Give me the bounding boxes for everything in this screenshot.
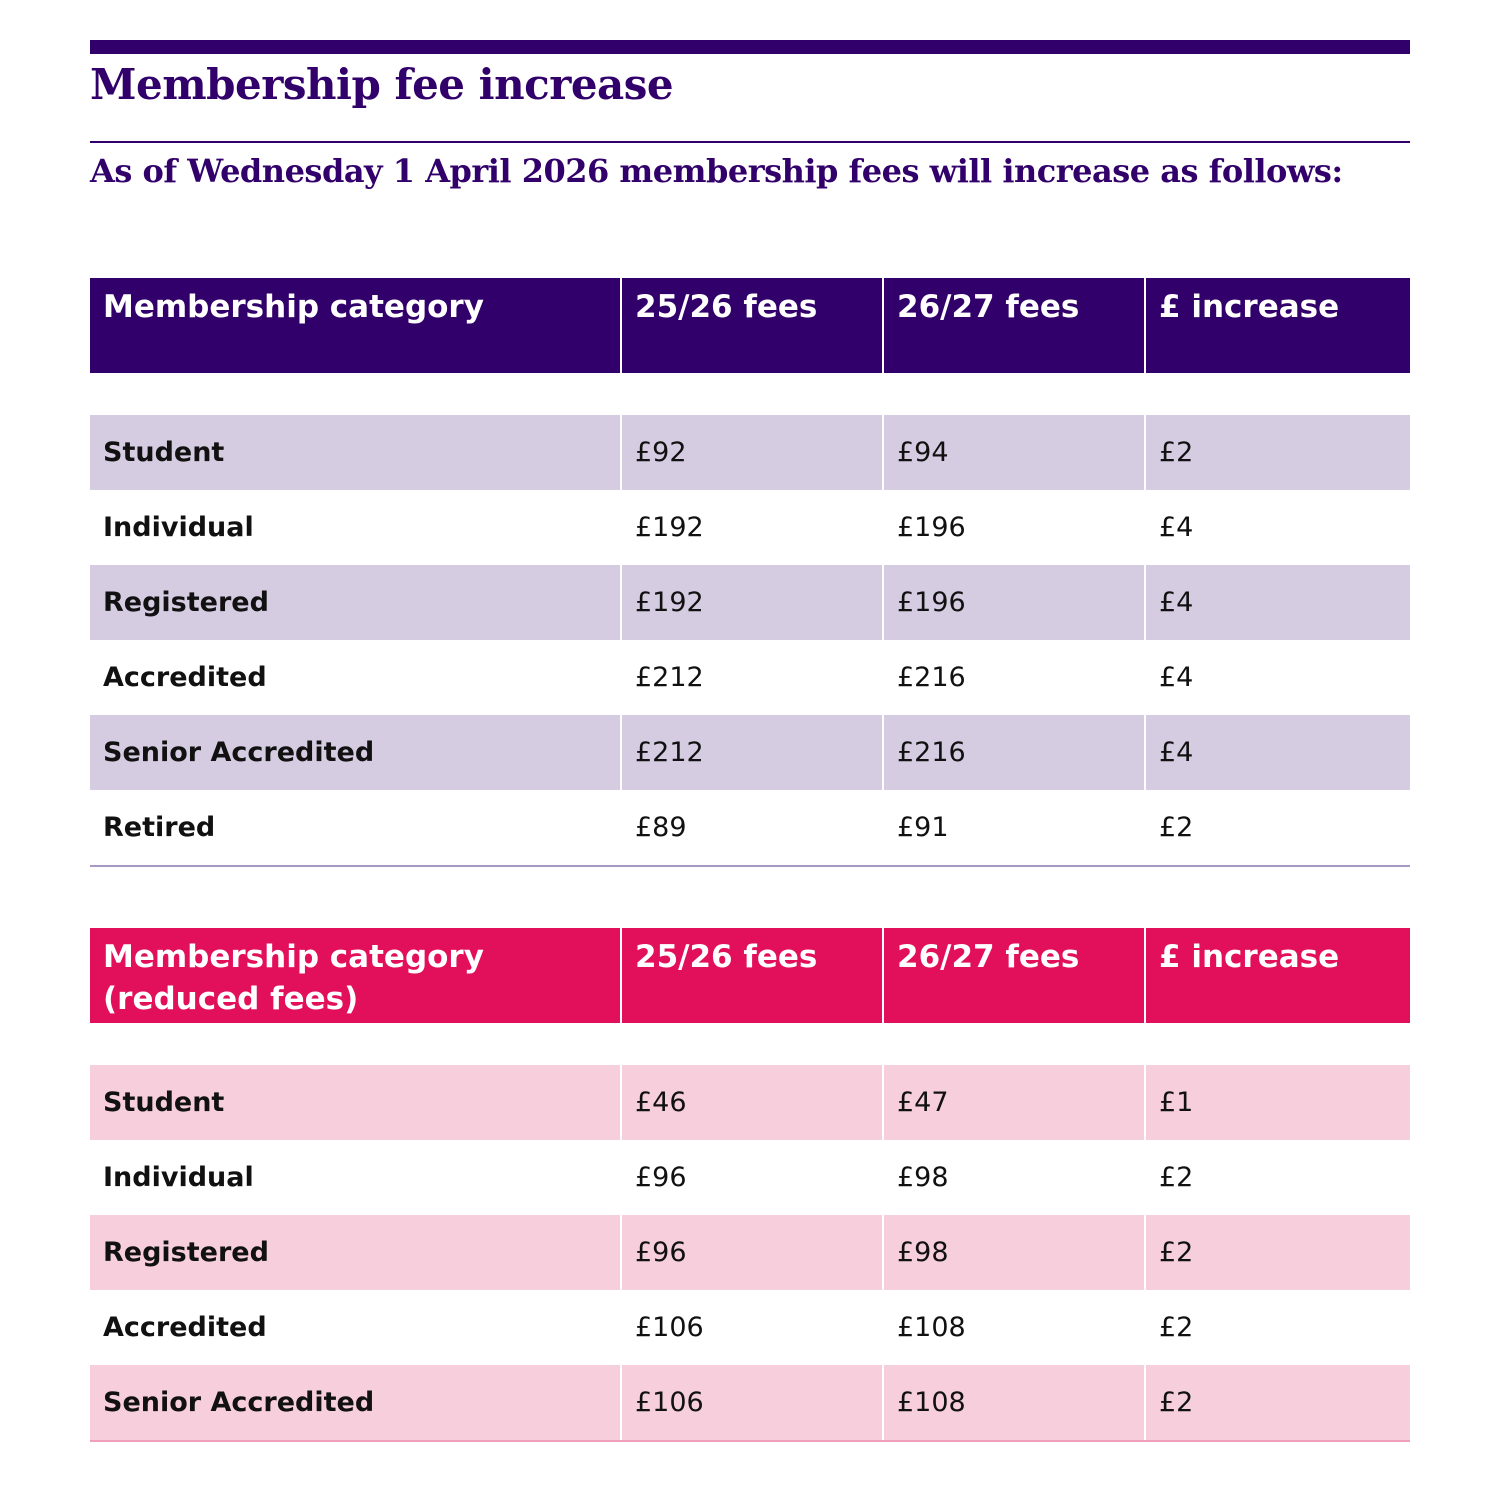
table-row: Retired £89 £91 £2 [90,790,1410,865]
top-accent-bar [90,40,1410,54]
cell-fees-2526: £212 [622,715,884,790]
cell-increase: £4 [1146,715,1410,790]
column-header-category: Membership category [90,278,622,373]
cell-category: Registered [90,1215,622,1290]
cell-fees-2526: £92 [622,415,884,490]
cell-category: Accredited [90,640,622,715]
cell-category: Individual [90,490,622,565]
cell-fees-2526: £96 [622,1215,884,1290]
cell-fees-2627: £108 [884,1365,1146,1440]
table-row: Registered £192 £196 £4 [90,565,1410,640]
cell-fees-2526: £96 [622,1140,884,1215]
cell-category: Senior Accredited [90,1365,622,1440]
column-header-increase: £ increase [1146,928,1410,1023]
table-bottom-rule [90,865,1410,867]
header-spacer [90,373,1410,415]
cell-fees-2627: £196 [884,490,1146,565]
cell-increase: £2 [1146,1215,1410,1290]
cell-increase: £2 [1146,790,1410,865]
table-row: Accredited £212 £216 £4 [90,640,1410,715]
cell-fees-2526: £192 [622,490,884,565]
table-row: Student £92 £94 £2 [90,415,1410,490]
cell-increase: £4 [1146,565,1410,640]
cell-category: Registered [90,565,622,640]
cell-fees-2627: £196 [884,565,1146,640]
standard-fees-table: Membership category 25/26 fees 26/27 fees £… [90,278,1410,867]
cell-increase: £2 [1146,1140,1410,1215]
cell-increase: £4 [1146,490,1410,565]
cell-fees-2627: £216 [884,715,1146,790]
cell-category: Student [90,415,622,490]
table-row: Senior Accredited £212 £216 £4 [90,715,1410,790]
page-title: Membership fee increase [90,60,674,109]
cell-fees-2627: £216 [884,640,1146,715]
cell-category: Student [90,1065,622,1140]
cell-fees-2627: £94 [884,415,1146,490]
cell-fees-2526: £106 [622,1365,884,1440]
cell-fees-2627: £108 [884,1290,1146,1365]
cell-fees-2526: £212 [622,640,884,715]
column-header-fees-2526: 25/26 fees [622,928,884,1023]
cell-fees-2627: £98 [884,1140,1146,1215]
column-header-category: Membership category (reduced fees) [90,928,622,1023]
cell-category: Accredited [90,1290,622,1365]
table-header-row: Membership category 25/26 fees 26/27 fees £… [90,278,1410,373]
reduced-fees-table: Membership category (reduced fees) 25/26 … [90,928,1410,1442]
table-row: Individual £96 £98 £2 [90,1140,1410,1215]
column-header-fees-2627: 26/27 fees [884,928,1146,1023]
cell-increase: £2 [1146,1365,1410,1440]
column-header-fees-2627: 26/27 fees [884,278,1146,373]
cell-fees-2627: £91 [884,790,1146,865]
cell-fees-2526: £192 [622,565,884,640]
cell-fees-2627: £98 [884,1215,1146,1290]
column-header-fees-2526: 25/26 fees [622,278,884,373]
cell-fees-2526: £89 [622,790,884,865]
table-bottom-rule [90,1440,1410,1442]
cell-category: Retired [90,790,622,865]
page-subtitle: As of Wednesday 1 April 2026 membership … [90,152,1343,190]
table-row: Senior Accredited £106 £108 £2 [90,1365,1410,1440]
table-row: Registered £96 £98 £2 [90,1215,1410,1290]
cell-increase: £4 [1146,640,1410,715]
table-header-row: Membership category (reduced fees) 25/26 … [90,928,1410,1023]
cell-category: Senior Accredited [90,715,622,790]
cell-increase: £1 [1146,1065,1410,1140]
header-spacer [90,1023,1410,1065]
cell-category: Individual [90,1140,622,1215]
table-row: Accredited £106 £108 £2 [90,1290,1410,1365]
table-row: Student £46 £47 £1 [90,1065,1410,1140]
cell-fees-2526: £46 [622,1065,884,1140]
cell-increase: £2 [1146,415,1410,490]
table-row: Individual £192 £196 £4 [90,490,1410,565]
title-divider [90,141,1410,143]
column-header-increase: £ increase [1146,278,1410,373]
cell-fees-2627: £47 [884,1065,1146,1140]
cell-increase: £2 [1146,1290,1410,1365]
cell-fees-2526: £106 [622,1290,884,1365]
